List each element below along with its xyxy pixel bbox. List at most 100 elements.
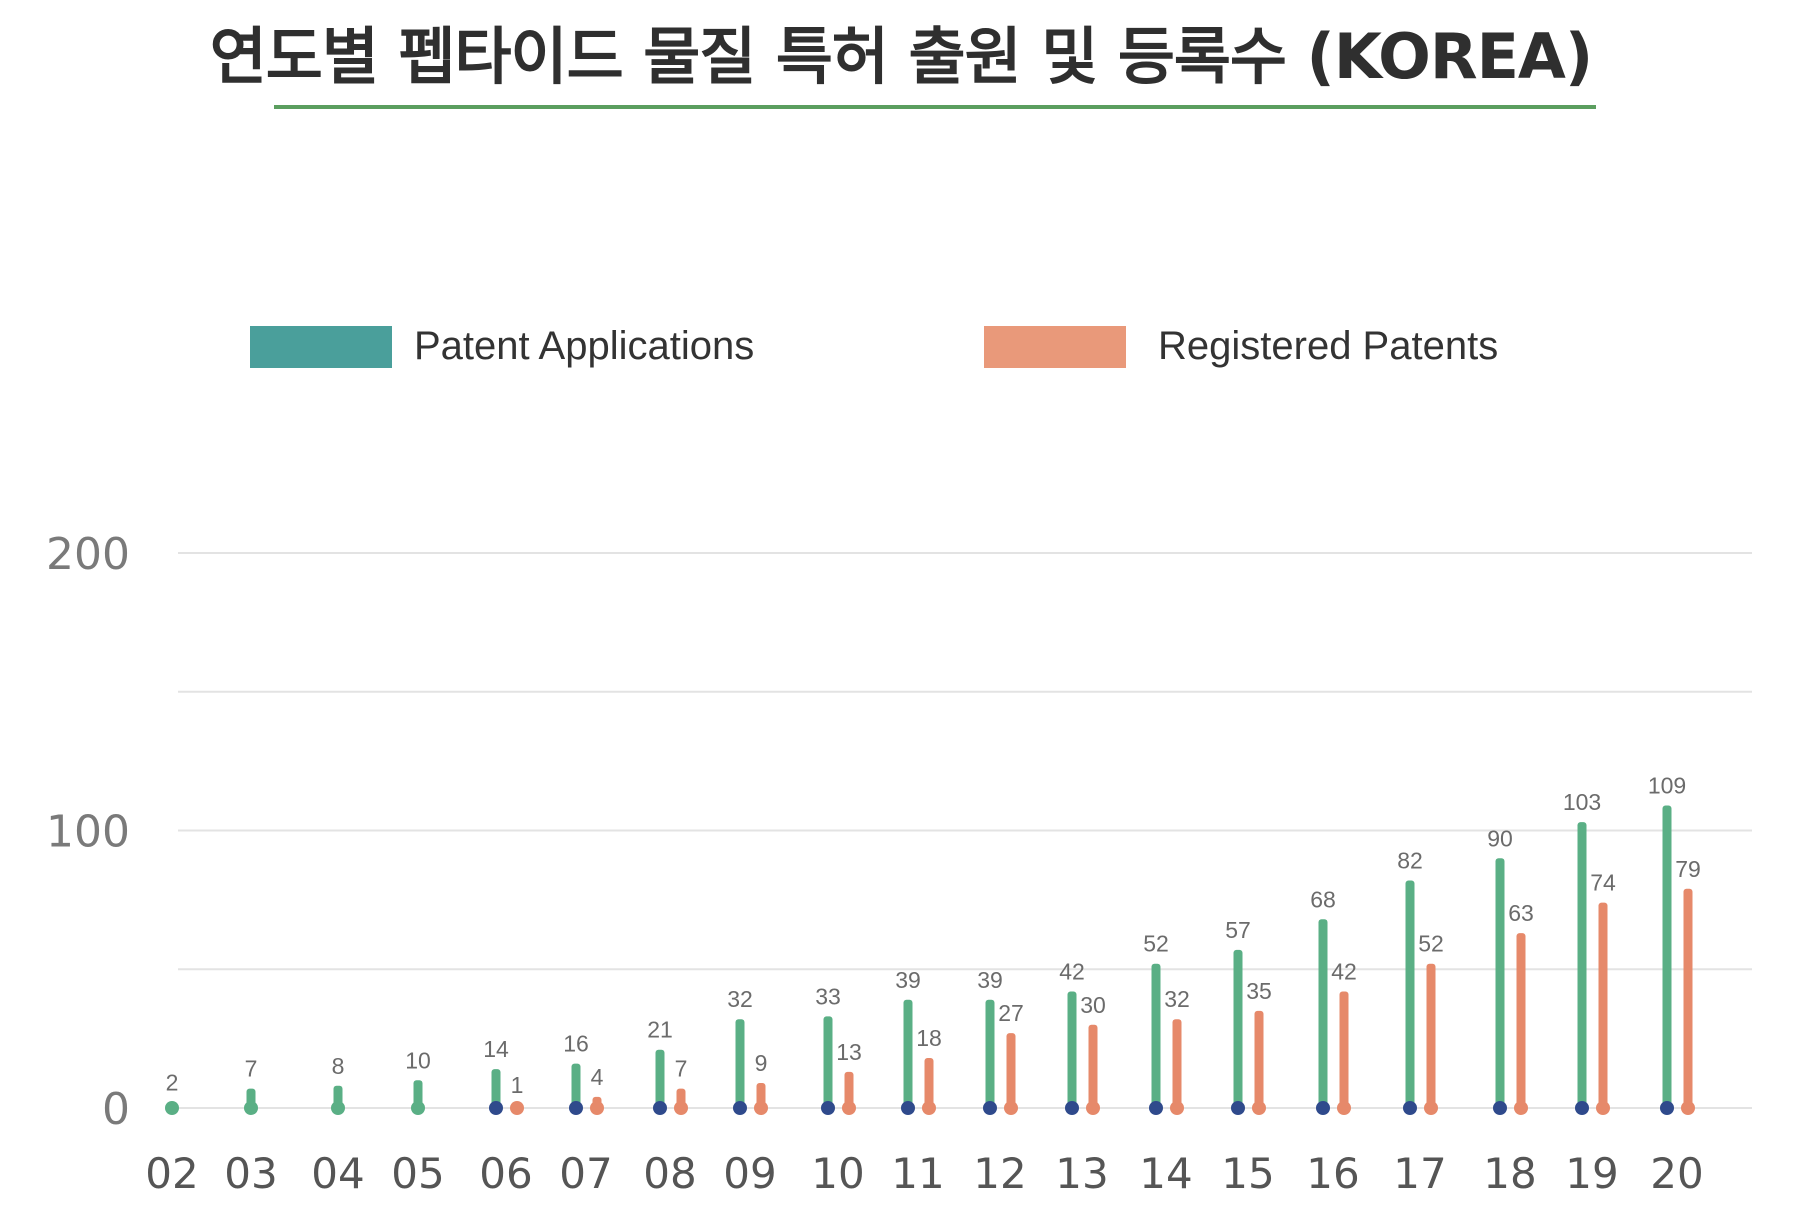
y-tick-label: 100: [46, 807, 130, 858]
data-label-registered-10: 13: [836, 1039, 862, 1065]
data-label-applications-18: 90: [1487, 825, 1513, 851]
bar-base-registered-13: [1086, 1101, 1100, 1115]
data-label-applications-02: 2: [166, 1069, 179, 1095]
data-label-applications-06: 14: [483, 1036, 509, 1062]
data-label-applications-09: 32: [727, 986, 753, 1012]
data-label-applications-08: 21: [647, 1017, 673, 1043]
data-label-registered-09: 9: [755, 1050, 768, 1076]
bar-base-applications-14: [1149, 1101, 1163, 1115]
bar-base-applications-13: [1065, 1101, 1079, 1115]
bar-base-applications-12: [983, 1101, 997, 1115]
bar-applications-17: [1405, 880, 1415, 1108]
legend-label-applications: Patent Applications: [414, 324, 755, 368]
y-tick-label: 0: [102, 1084, 130, 1135]
data-label-registered-19: 74: [1590, 870, 1616, 896]
x-tick-label-18: 18: [1483, 1149, 1536, 1198]
bar-base-registered-15: [1252, 1101, 1266, 1115]
data-label-applications-17: 82: [1397, 847, 1423, 873]
bar-base-applications-20: [1660, 1101, 1674, 1115]
data-label-applications-05: 10: [405, 1047, 431, 1073]
bar-base-applications-03: [244, 1101, 258, 1115]
x-tick-label-16: 16: [1306, 1149, 1359, 1198]
bar-base-applications-06: [489, 1101, 503, 1115]
data-label-applications-15: 57: [1225, 917, 1251, 943]
bar-base-applications-08: [653, 1101, 667, 1115]
data-label-registered-11: 18: [916, 1025, 942, 1051]
bar-base-registered-19: [1596, 1101, 1610, 1115]
x-tick-label-10: 10: [811, 1149, 864, 1198]
bar-registered-16: [1339, 991, 1349, 1108]
bar-applications-15: [1233, 949, 1243, 1108]
x-tick-label-08: 08: [643, 1149, 696, 1198]
data-label-registered-12: 27: [998, 1000, 1024, 1026]
bar-registered-17: [1426, 963, 1436, 1108]
bar-applications-06: [491, 1069, 501, 1108]
x-tick-label-15: 15: [1221, 1149, 1274, 1198]
legend-swatch-applications: [250, 326, 392, 368]
bar-base-registered-07: [590, 1101, 604, 1115]
data-label-registered-20: 79: [1675, 856, 1701, 882]
bar-applications-12: [985, 999, 995, 1108]
bar-registered-12: [1006, 1033, 1016, 1108]
x-tick-label-09: 09: [723, 1149, 776, 1198]
data-label-applications-04: 8: [332, 1053, 345, 1079]
x-tick-label-05: 05: [391, 1149, 444, 1198]
bar-base-applications-02: [165, 1101, 179, 1115]
bar-registered-20: [1683, 888, 1693, 1108]
data-label-registered-06: 1: [511, 1072, 524, 1098]
bar-applications-16: [1318, 919, 1328, 1108]
bar-applications-19: [1577, 822, 1587, 1108]
data-label-applications-14: 52: [1143, 931, 1169, 957]
bar-base-registered-20: [1681, 1101, 1695, 1115]
bar-base-registered-18: [1514, 1101, 1528, 1115]
bar-registered-10: [844, 1071, 854, 1108]
data-label-applications-20: 109: [1648, 773, 1686, 799]
bar-registered-14: [1172, 1019, 1182, 1108]
data-label-applications-03: 7: [245, 1056, 258, 1082]
x-tick-label-13: 13: [1055, 1149, 1108, 1198]
bar-base-applications-11: [901, 1101, 915, 1115]
bar-applications-11: [903, 999, 913, 1108]
bar-applications-05: [413, 1080, 423, 1108]
bar-base-applications-05: [411, 1101, 425, 1115]
data-label-registered-18: 63: [1508, 900, 1534, 926]
bar-base-registered-12: [1004, 1101, 1018, 1115]
bar-registered-11: [924, 1058, 934, 1108]
data-label-applications-19: 103: [1563, 789, 1601, 815]
x-tick-label-04: 04: [311, 1149, 364, 1198]
bar-applications-18: [1495, 858, 1505, 1108]
data-label-applications-10: 33: [815, 983, 841, 1009]
bar-applications-10: [823, 1016, 833, 1108]
data-label-registered-16: 42: [1331, 958, 1357, 984]
data-label-registered-14: 32: [1164, 986, 1190, 1012]
data-label-applications-16: 68: [1310, 886, 1336, 912]
data-label-registered-13: 30: [1080, 992, 1106, 1018]
legend-label-registered: Registered Patents: [1158, 324, 1499, 368]
bar-base-registered-08: [674, 1101, 688, 1115]
data-label-applications-13: 42: [1059, 958, 1085, 984]
x-tick-label-20: 20: [1650, 1149, 1703, 1198]
x-tick-label-06: 06: [479, 1149, 532, 1198]
data-label-registered-07: 4: [591, 1064, 604, 1090]
bar-applications-09: [735, 1019, 745, 1108]
bar-base-registered-10: [842, 1101, 856, 1115]
data-label-registered-15: 35: [1246, 978, 1272, 1004]
bar-base-applications-07: [569, 1101, 583, 1115]
bar-applications-20: [1662, 805, 1672, 1108]
bar-base-registered-14: [1170, 1101, 1184, 1115]
x-tick-label-19: 19: [1565, 1149, 1618, 1198]
bar-applications-07: [571, 1063, 581, 1108]
x-tick-label-11: 11: [891, 1149, 944, 1198]
x-tick-label-14: 14: [1139, 1149, 1192, 1198]
data-label-registered-08: 7: [675, 1056, 688, 1082]
bar-applications-08: [655, 1049, 665, 1108]
x-tick-label-02: 02: [145, 1149, 198, 1198]
bar-base-registered-17: [1424, 1101, 1438, 1115]
x-tick-label-12: 12: [973, 1149, 1026, 1198]
bar-base-applications-19: [1575, 1101, 1589, 1115]
chart-title: 연도별 펩타이드 물질 특허 출원 및 등록수 (KOREA): [209, 20, 1594, 93]
bar-base-registered-09: [754, 1101, 768, 1115]
bar-base-applications-10: [821, 1101, 835, 1115]
bar-registered-15: [1254, 1010, 1264, 1108]
